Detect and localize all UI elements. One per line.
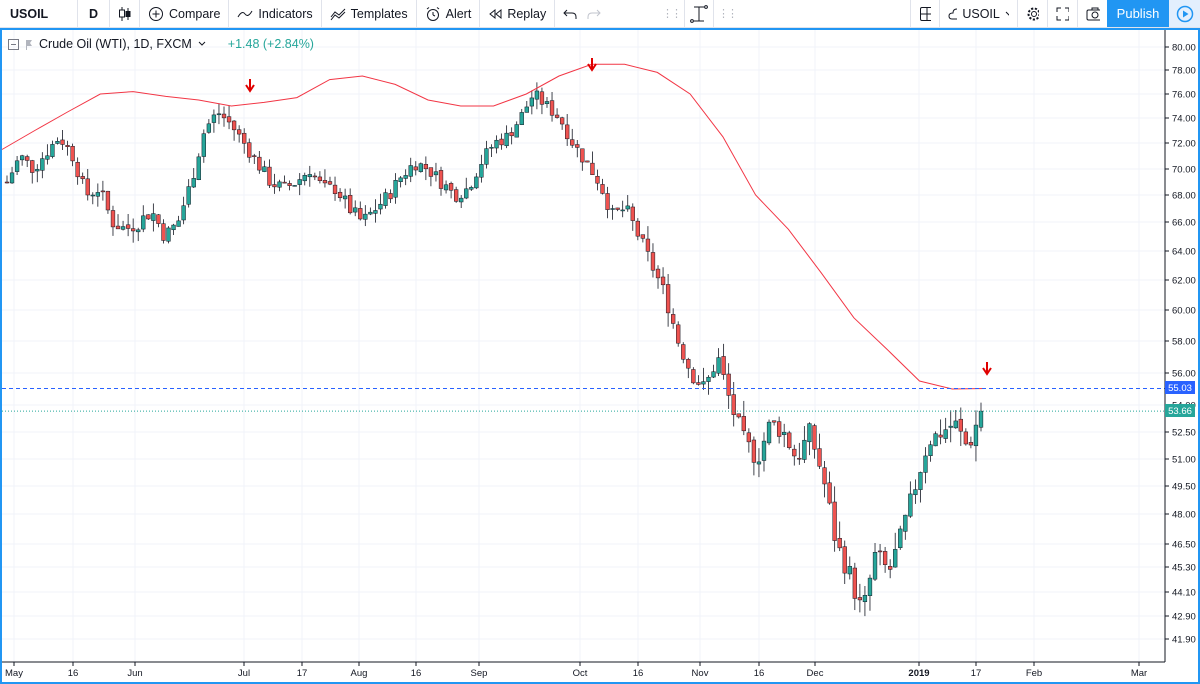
publish-label: Publish — [1116, 6, 1160, 21]
templates-label: Templates — [350, 6, 408, 21]
settings-button[interactable] — [1018, 0, 1048, 27]
interval-button[interactable]: D — [78, 0, 110, 27]
flag-icon[interactable] — [25, 39, 33, 50]
plus-circle-icon — [149, 6, 163, 21]
legend-title[interactable]: Crude Oil (WTI), 1D, FXCM — [39, 37, 192, 51]
drag-grip-icon[interactable]: ⋮⋮ — [662, 8, 682, 20]
save-layout-button[interactable]: USOIL — [940, 0, 1018, 27]
undo-redo-group — [555, 0, 609, 27]
indicators-label: Indicators — [258, 6, 313, 21]
alarm-clock-icon — [426, 6, 439, 21]
drag-grip-icon[interactable]: ⋮⋮ — [718, 8, 738, 20]
rewind-icon — [489, 8, 502, 19]
candles-icon — [119, 6, 131, 21]
chart-style-button[interactable] — [110, 0, 140, 27]
symbol-search-button[interactable]: USOIL — [0, 0, 78, 27]
collapse-legend-icon[interactable] — [8, 38, 19, 50]
chart-legend: Crude Oil (WTI), 1D, FXCM +1.48 (+2.84%) — [8, 37, 314, 51]
symbol-label: USOIL — [10, 6, 49, 21]
chevron-down-icon[interactable] — [198, 41, 206, 47]
alert-button[interactable]: Alert — [417, 0, 481, 27]
alert-label: Alert — [445, 6, 472, 21]
right-toolbar-group: USOIL — [910, 0, 1108, 27]
fullscreen-icon — [1056, 7, 1069, 20]
redo-icon[interactable] — [587, 8, 601, 20]
grid-layout-icon — [920, 6, 931, 21]
snapshot-button[interactable] — [1078, 0, 1108, 27]
indicators-button[interactable]: Indicators — [229, 0, 322, 27]
replay-label: Replay — [507, 6, 547, 21]
indicator-wave-icon — [237, 10, 253, 17]
layout-button[interactable] — [910, 0, 940, 27]
drawing-tool-group: ⋮⋮ ⋮⋮ — [662, 0, 738, 27]
camera-icon — [1086, 7, 1100, 20]
interval-label: D — [88, 6, 99, 21]
compare-button[interactable]: Compare — [140, 0, 230, 27]
chevron-down-icon — [1005, 11, 1009, 16]
legend-change: +1.48 (+2.84%) — [227, 37, 314, 51]
layout-name-label: USOIL — [962, 6, 1000, 21]
drawing-tool-button[interactable] — [684, 0, 714, 27]
replay-button[interactable]: Replay — [480, 0, 556, 27]
fullscreen-button[interactable] — [1048, 0, 1078, 27]
cloud-icon — [948, 7, 958, 19]
crosshair-cursor-icon — [690, 4, 708, 23]
chart-panel[interactable] — [0, 28, 1200, 684]
play-circle-icon — [1176, 5, 1193, 22]
gear-icon — [1027, 7, 1039, 20]
compare-label: Compare — [169, 6, 221, 21]
undo-icon[interactable] — [563, 8, 577, 20]
templates-icon — [330, 8, 345, 20]
publish-button[interactable]: Publish — [1107, 0, 1169, 27]
templates-button[interactable]: Templates — [322, 0, 417, 27]
play-button[interactable] — [1169, 0, 1200, 27]
top-toolbar: USOIL D Compare Indicators Templates Ale… — [0, 0, 1200, 28]
